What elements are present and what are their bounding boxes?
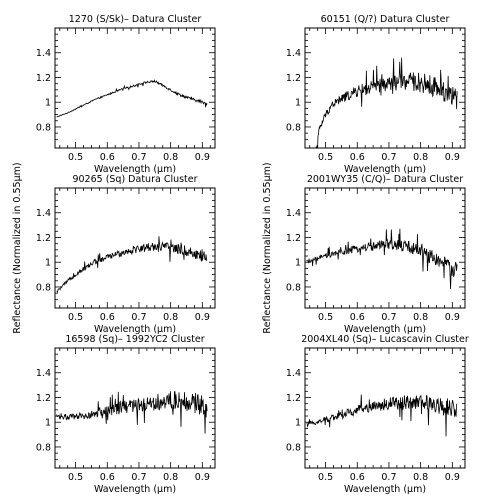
y-tick-label: 1.2 (36, 393, 51, 404)
axes-frame (304, 27, 466, 149)
spectrum-line (306, 394, 458, 437)
x-tick-label: 0.9 (195, 312, 210, 323)
x-tick-label: 0.6 (100, 472, 115, 483)
x-tick-label: 0.7 (131, 472, 146, 483)
y-tick-label: 1.2 (286, 73, 301, 84)
chart-title: 16598 (Sq)– 1992YC2 Cluster (65, 334, 204, 345)
chart-panel: 1270 (S/Sk)– Datura Cluster 0.5 0.6 0.7 0.8 0… (36, 14, 216, 175)
x-tick-label: 0.5 (68, 152, 83, 163)
y-tick-label: 1.2 (36, 73, 51, 84)
y-tick-label: 0.8 (36, 282, 51, 293)
x-axis-label: Wavelength (μm) (344, 324, 426, 335)
spectrum-line (56, 79, 208, 118)
x-tick-label: 0.5 (68, 312, 83, 323)
x-tick-label: 0.6 (350, 312, 365, 323)
x-axis-label: Wavelength (μm) (94, 484, 176, 495)
y-tick-label: 1.2 (286, 233, 301, 244)
x-tick-label: 0.6 (350, 472, 365, 483)
x-tick-label: 0.5 (318, 312, 333, 323)
spectrum-line (56, 236, 208, 293)
x-tick-label: 0.8 (413, 312, 428, 323)
y-tick-label: 1 (45, 418, 51, 429)
chart-panel: 90265 (Sq) Datura Cluster 0.5 0.6 0.7 0.8 0.9… (36, 174, 216, 335)
y-tick-label: 0.8 (36, 122, 51, 133)
y-tick-label: 1.4 (36, 368, 51, 379)
panels-group: 1270 (S/Sk)– Datura Cluster 0.5 0.6 0.7 0.8 0… (36, 14, 469, 495)
x-tick-label: 0.9 (445, 472, 460, 483)
y-tick-label: 1 (45, 98, 51, 109)
chart-title: 2001WY35 (C/Q)– Datura Cluster (307, 174, 463, 185)
y-tick-label: 1.2 (36, 233, 51, 244)
y-tick-label: 1.4 (286, 368, 301, 379)
axes-frame (54, 187, 216, 309)
x-axis-label: Wavelength (μm) (94, 164, 176, 175)
y-tick-label: 1.4 (286, 48, 301, 59)
axes-frame (54, 27, 216, 149)
chart-title: 2004XL40 (Sq)– Lucascavin Cluster (301, 334, 469, 345)
chart-panel: 2004XL40 (Sq)– Lucascavin Cluster 0.5 0.6 0… (286, 334, 469, 495)
y-tick-label: 1.4 (36, 48, 51, 59)
y-tick-label: 1 (45, 258, 51, 269)
x-tick-label: 0.9 (445, 312, 460, 323)
x-tick-label: 0.8 (413, 472, 428, 483)
x-tick-label: 0.8 (163, 312, 178, 323)
y-tick-label: 1.4 (286, 208, 301, 219)
y-axis-label-right: Reflectance (Normalized in 0.55μm) (262, 162, 273, 333)
x-axis-label: Wavelength (μm) (94, 324, 176, 335)
y-axis-label-left: Reflectance (Normalized in 0.55μm) (12, 162, 23, 333)
axes-frame (304, 347, 466, 469)
spectrum-line (56, 391, 208, 434)
x-tick-label: 0.6 (100, 152, 115, 163)
x-tick-label: 0.6 (350, 152, 365, 163)
x-axis-label: Wavelength (μm) (344, 484, 426, 495)
x-tick-label: 0.7 (131, 312, 146, 323)
x-axis-label: Wavelength (μm) (344, 164, 426, 175)
y-tick-label: 0.8 (36, 442, 51, 453)
x-tick-label: 0.7 (131, 152, 146, 163)
y-tick-label: 0.8 (286, 122, 301, 133)
x-tick-label: 0.5 (318, 152, 333, 163)
y-tick-label: 1.2 (286, 393, 301, 404)
chart-title: 1270 (S/Sk)– Datura Cluster (69, 14, 202, 25)
y-tick-label: 1.4 (36, 208, 51, 219)
x-tick-label: 0.7 (381, 472, 396, 483)
chart-title: 90265 (Sq) Datura Cluster (72, 174, 197, 185)
y-tick-label: 1 (295, 418, 301, 429)
axes-frame (54, 347, 216, 469)
axes-frame (304, 187, 466, 309)
y-tick-label: 1 (295, 98, 301, 109)
x-tick-label: 0.9 (195, 472, 210, 483)
x-tick-label: 0.9 (195, 152, 210, 163)
x-tick-label: 0.9 (445, 152, 460, 163)
x-tick-label: 0.7 (381, 152, 396, 163)
x-tick-label: 0.5 (68, 472, 83, 483)
chart-panel: 16598 (Sq)– 1992YC2 Cluster 0.5 0.6 0.7 0.8 0… (36, 334, 216, 495)
spectrum-line (306, 228, 458, 290)
x-tick-label: 0.8 (163, 152, 178, 163)
y-tick-label: 1 (295, 258, 301, 269)
x-tick-label: 0.8 (163, 472, 178, 483)
x-tick-label: 0.8 (413, 152, 428, 163)
x-tick-label: 0.5 (318, 472, 333, 483)
y-tick-label: 0.8 (286, 442, 301, 453)
chart-panel: 2001WY35 (C/Q)– Datura Cluster 0.5 0.6 0.7 0… (286, 174, 466, 335)
x-tick-label: 0.7 (381, 312, 396, 323)
x-tick-label: 0.6 (100, 312, 115, 323)
chart-panel: 60151 (Q/?) Datura Cluster 0.5 0.6 0.7 0.8 0.… (286, 14, 466, 175)
spectrum-line (315, 57, 458, 148)
y-tick-label: 0.8 (286, 282, 301, 293)
chart-title: 60151 (Q/?) Datura Cluster (321, 14, 450, 25)
